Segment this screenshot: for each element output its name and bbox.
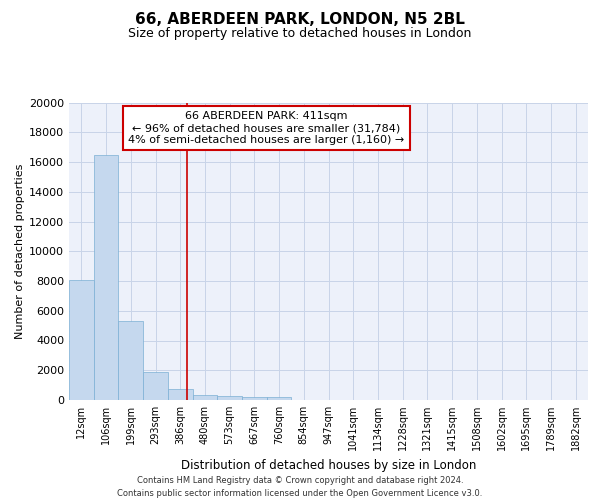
Bar bbox=[168, 389, 193, 400]
Text: Contains HM Land Registry data © Crown copyright and database right 2024.
Contai: Contains HM Land Registry data © Crown c… bbox=[118, 476, 482, 498]
Text: 66 ABERDEEN PARK: 411sqm
← 96% of detached houses are smaller (31,784)
4% of sem: 66 ABERDEEN PARK: 411sqm ← 96% of detach… bbox=[128, 112, 404, 144]
Bar bbox=[94, 154, 118, 400]
Bar bbox=[69, 280, 94, 400]
X-axis label: Distribution of detached houses by size in London: Distribution of detached houses by size … bbox=[181, 458, 476, 471]
Y-axis label: Number of detached properties: Number of detached properties bbox=[15, 164, 25, 339]
Text: Size of property relative to detached houses in London: Size of property relative to detached ho… bbox=[128, 28, 472, 40]
Bar bbox=[242, 397, 267, 400]
Bar bbox=[267, 397, 292, 400]
Text: 66, ABERDEEN PARK, LONDON, N5 2BL: 66, ABERDEEN PARK, LONDON, N5 2BL bbox=[135, 12, 465, 28]
Bar bbox=[143, 372, 168, 400]
Bar bbox=[217, 396, 242, 400]
Bar bbox=[118, 321, 143, 400]
Bar bbox=[193, 395, 217, 400]
